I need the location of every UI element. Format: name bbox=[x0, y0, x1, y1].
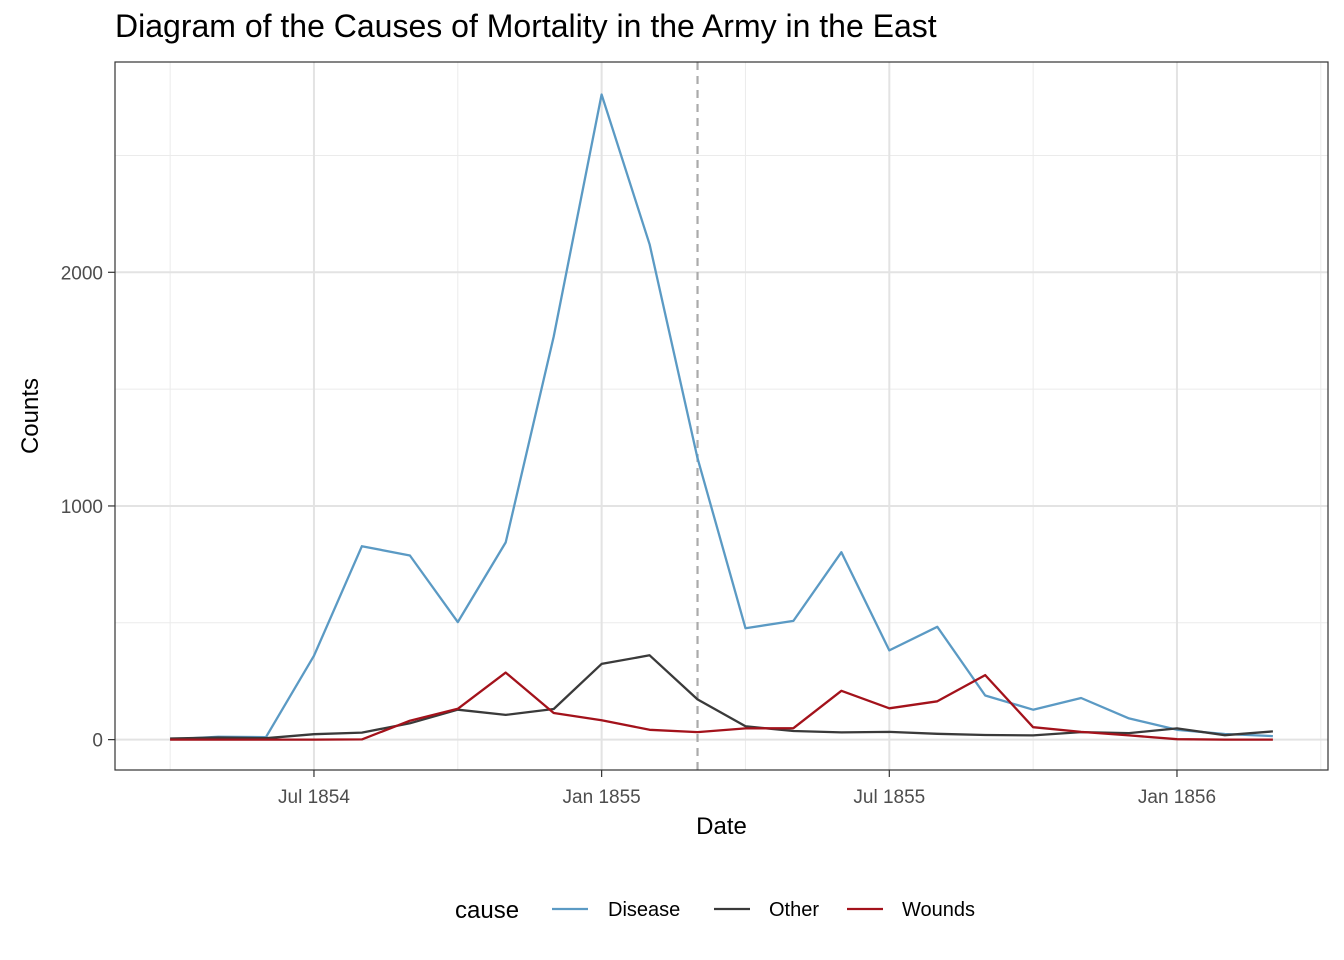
series-line-other bbox=[170, 654, 1273, 740]
series-layer bbox=[170, 93, 1273, 741]
x-tick-label: Jan 1855 bbox=[563, 787, 641, 808]
x-tick-label: Jul 1854 bbox=[278, 787, 350, 808]
legend-title: cause bbox=[455, 897, 519, 924]
major-gridlines bbox=[115, 62, 1328, 770]
x-tick-label: Jan 1856 bbox=[1138, 787, 1216, 808]
x-tick-label: Jul 1855 bbox=[853, 787, 925, 808]
x-axis-title: Date bbox=[696, 813, 747, 840]
legend-label-wounds: Wounds bbox=[902, 899, 975, 921]
y-tick-label: 1000 bbox=[61, 497, 103, 518]
series-line-wounds bbox=[170, 671, 1273, 741]
chart-title: Diagram of the Causes of Mortality in th… bbox=[115, 8, 937, 44]
y-tick-label: 2000 bbox=[61, 263, 103, 284]
legend-label-other: Other bbox=[769, 899, 819, 921]
legend-label-disease: Disease bbox=[608, 899, 680, 921]
y-tick-label: 0 bbox=[92, 731, 103, 752]
series-line-disease bbox=[170, 93, 1273, 741]
ticks-layer: Jul 1854 Jan 1855 Jul 1855 Jan 1856 0 1000 200… bbox=[61, 263, 1216, 808]
panel-border bbox=[114, 61, 1329, 771]
legend: cause Disease Other Wounds bbox=[455, 897, 975, 924]
y-axis-title: Counts bbox=[17, 378, 44, 454]
minor-gridlines bbox=[115, 62, 1328, 770]
